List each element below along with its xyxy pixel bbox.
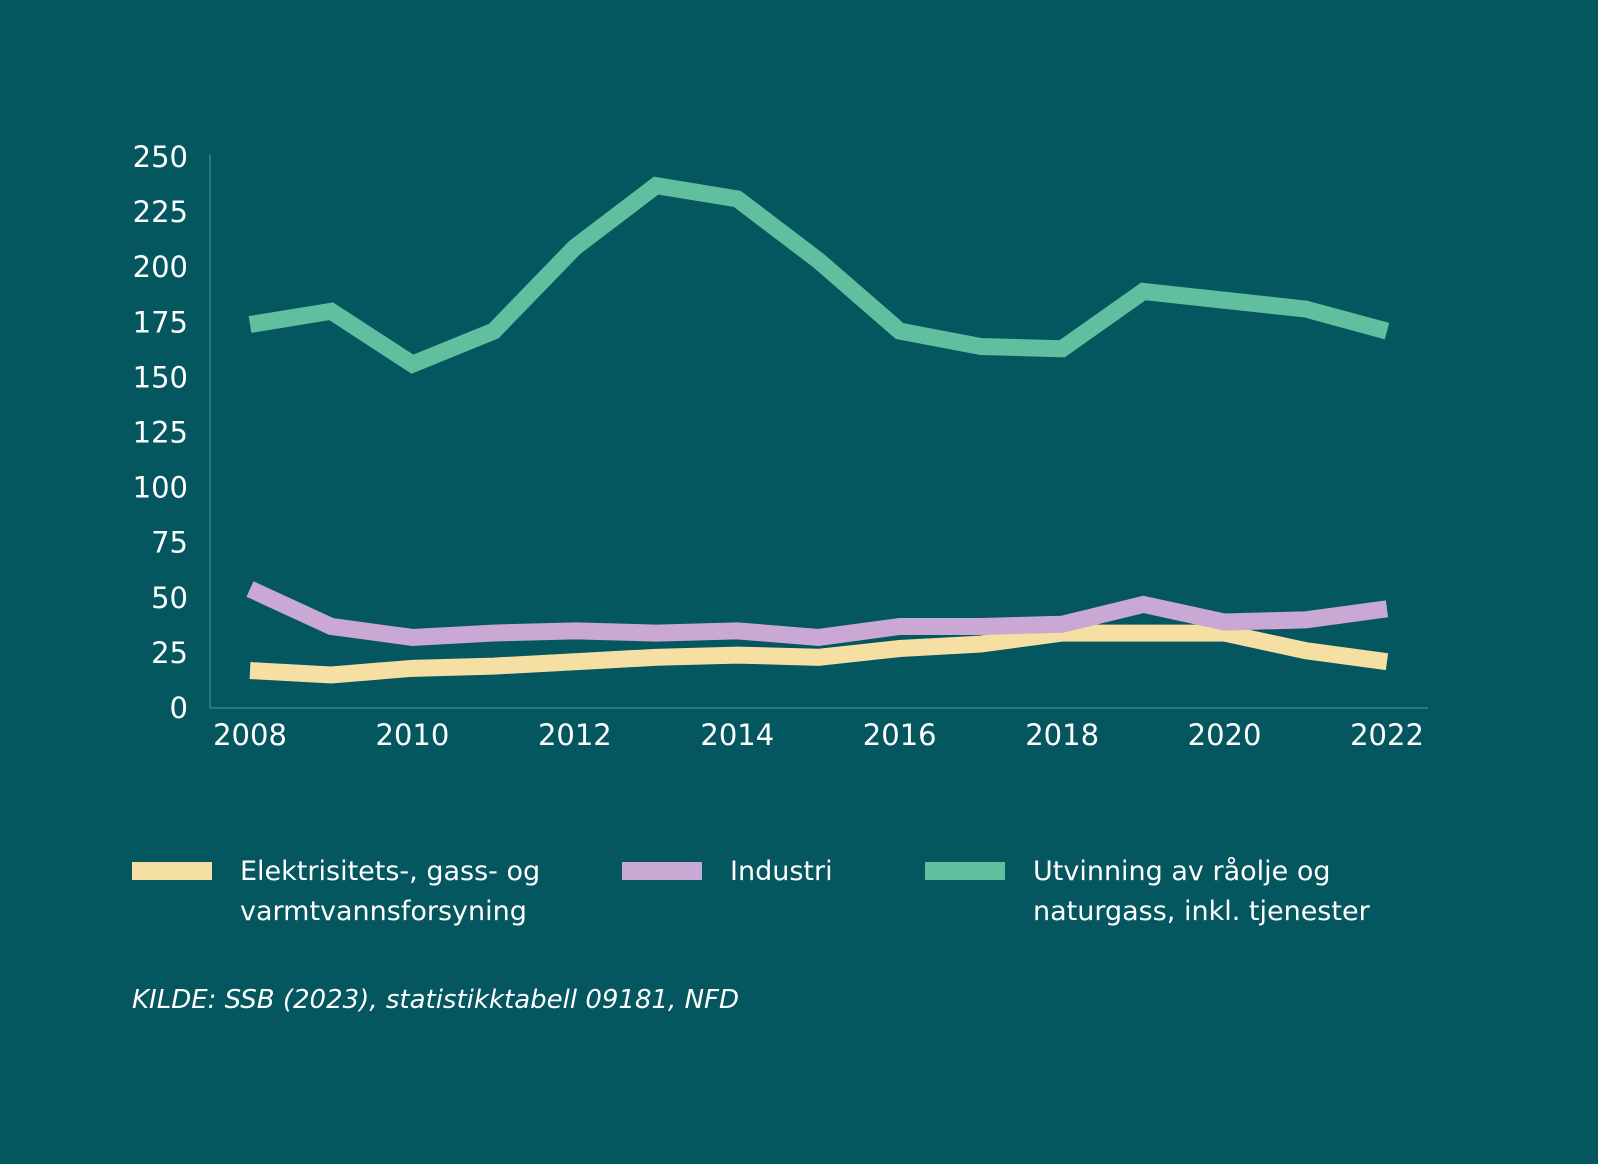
x-tick-label: 2010 bbox=[376, 718, 450, 752]
x-tick-label: 2016 bbox=[863, 718, 937, 752]
y-tick-label: 25 bbox=[151, 636, 188, 670]
source-note: KILDE: SSB (2023), statistikktabell 0918… bbox=[132, 985, 740, 1015]
legend-label-line1: Industri bbox=[730, 856, 833, 887]
y-tick-label: 100 bbox=[133, 471, 188, 505]
legend-swatch-yellow bbox=[132, 862, 212, 880]
y-tick-label: 125 bbox=[133, 416, 188, 450]
series-line-3 bbox=[248, 176, 1390, 374]
x-tick-label: 2022 bbox=[1350, 718, 1424, 752]
legend-label-line1: Utvinning av råolje og bbox=[1033, 856, 1331, 887]
y-tick-label: 50 bbox=[151, 581, 188, 615]
series-line-1 bbox=[249, 624, 1389, 684]
y-tick-label: 225 bbox=[133, 195, 188, 229]
legend: Elektrisitets-, gass- og varmtvannsforsy… bbox=[0, 852, 1598, 952]
y-tick-label: 0 bbox=[170, 691, 188, 725]
legend-label-line2: varmtvannsforsyning bbox=[240, 896, 527, 927]
x-tick-label: 2008 bbox=[213, 718, 287, 752]
x-tick-label: 2012 bbox=[538, 718, 612, 752]
x-tick-label: 2020 bbox=[1188, 718, 1262, 752]
legend-item-utvinning: Utvinning av råolje og naturgass, inkl. … bbox=[925, 852, 1393, 932]
y-tick-label: 200 bbox=[133, 250, 188, 284]
legend-item-elektrisitet: Elektrisitets-, gass- og varmtvannsforsy… bbox=[132, 852, 560, 932]
y-tick-label: 75 bbox=[151, 526, 188, 560]
y-tick-label: 250 bbox=[133, 140, 188, 174]
x-tick-label: 2018 bbox=[1025, 718, 1099, 752]
legend-label-line2: naturgass, inkl. tjenester bbox=[1033, 896, 1370, 927]
legend-swatch-purple bbox=[622, 862, 702, 880]
legend-swatch-green bbox=[925, 862, 1005, 880]
y-tick-label: 175 bbox=[133, 305, 188, 339]
legend-item-industri: Industri bbox=[622, 852, 1050, 892]
line-chart: 0 25 50 75 100 125 150 175 200 225 250 2008 2010 2012… bbox=[133, 140, 1428, 752]
x-tick-label: 2014 bbox=[700, 718, 774, 752]
y-tick-label: 150 bbox=[133, 360, 188, 394]
series-line-2 bbox=[246, 581, 1389, 647]
legend-label-line1: Elektrisitets-, gass- og bbox=[240, 856, 541, 887]
